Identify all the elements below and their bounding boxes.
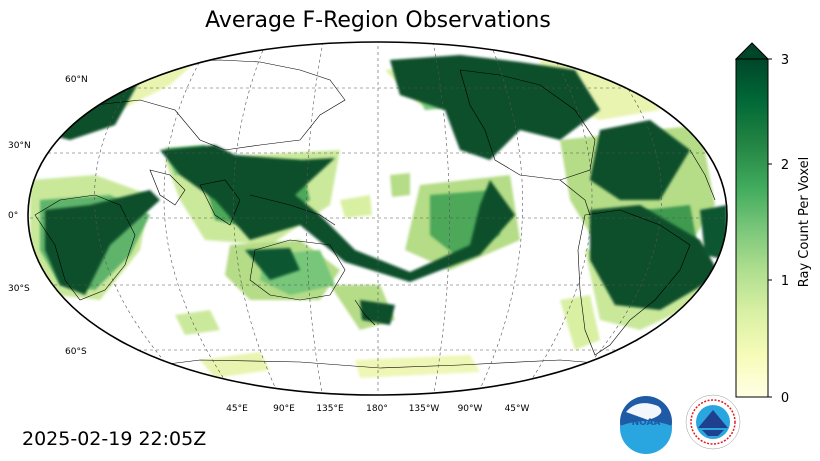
noaa-logo: NOAA	[620, 396, 672, 454]
observation-field	[28, 42, 727, 395]
globe-outline	[27, 41, 728, 396]
world-map	[27, 41, 728, 396]
colorbar-tick-2: 2	[781, 158, 789, 173]
lat-label-60s: 60°S	[65, 347, 87, 357]
high-density-regions	[45, 55, 727, 325]
timestamp: 2025-02-19 22:05Z	[22, 428, 207, 450]
colorbar: 0 1 2 3 Ray Count Per Voxel	[734, 42, 815, 406]
lon-label-90e: 90°E	[273, 404, 295, 414]
colorbar-tick-1: 1	[781, 274, 789, 289]
colorbar-bar	[734, 42, 770, 398]
lat-label-60n: 60°N	[65, 75, 88, 85]
lon-label-90w: 90°W	[457, 404, 483, 414]
agency-logos: NOAA	[618, 392, 748, 454]
lat-label-30n: 30°N	[8, 141, 31, 151]
chart-title: Average F-Region Observations	[205, 8, 551, 33]
colorbar-tick-0: 0	[781, 391, 789, 402]
colorbar-label: Ray Count Per Voxel	[797, 157, 812, 287]
lat-label-30s: 30°S	[8, 284, 30, 294]
noaa-logo-text: NOAA	[632, 418, 661, 428]
lat-label-eq: 0°	[8, 211, 19, 221]
lon-label-180: 180°	[366, 404, 388, 414]
lon-label-45w: 45°W	[504, 404, 530, 414]
colorbar-ticks	[768, 58, 772, 398]
nws-logo	[685, 394, 741, 450]
lon-label-135e: 135°E	[316, 404, 344, 414]
lon-label-45e: 45°E	[226, 404, 248, 414]
colorbar-tick-3: 3	[781, 53, 789, 68]
lon-label-135w: 135°W	[408, 404, 440, 414]
